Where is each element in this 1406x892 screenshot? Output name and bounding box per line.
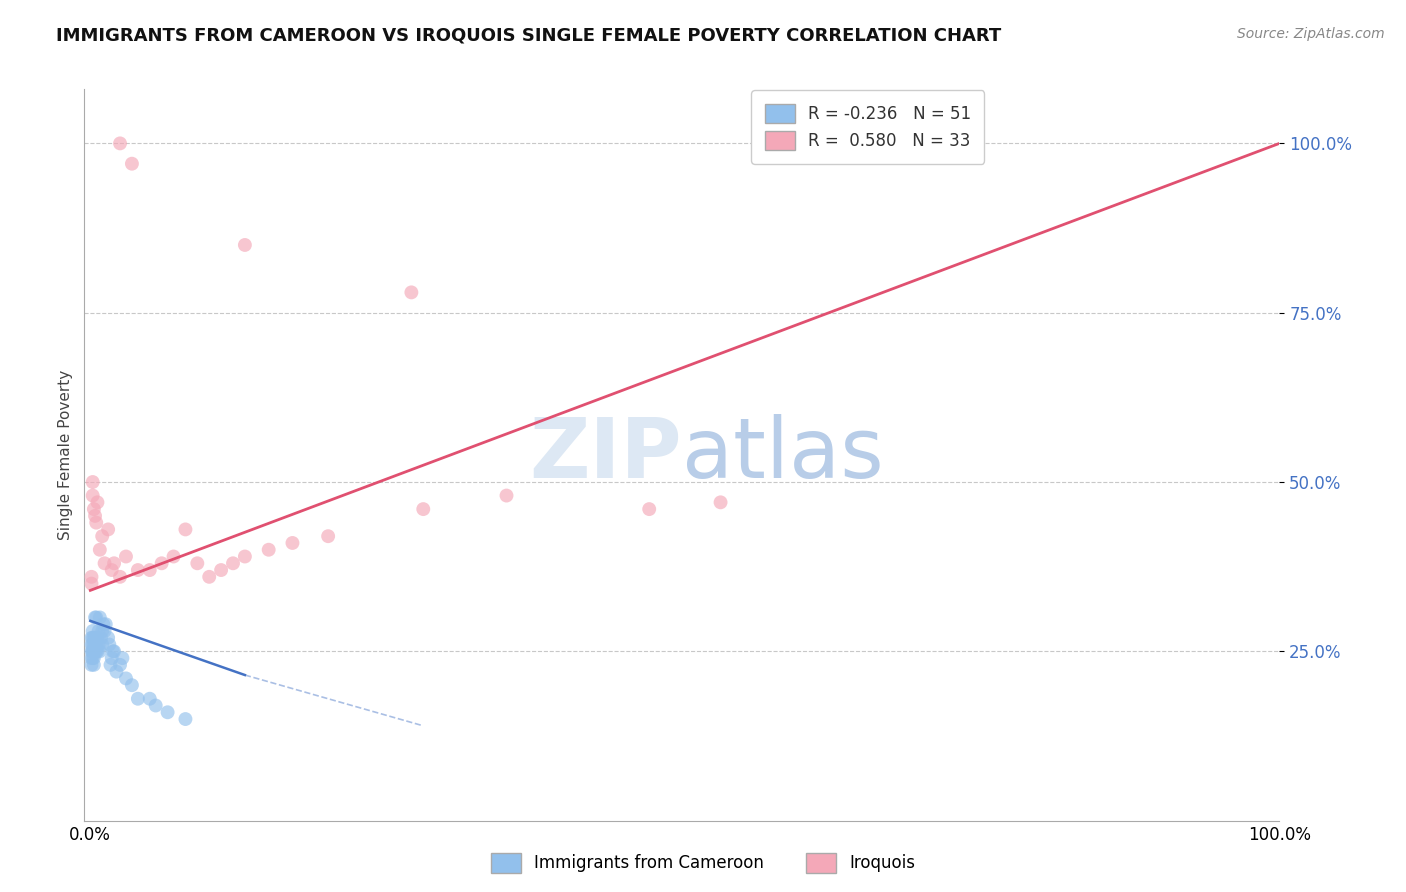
Point xyxy=(84,638,107,652)
Point xyxy=(108,570,131,584)
Point xyxy=(222,556,245,570)
Point xyxy=(82,475,104,489)
Point xyxy=(108,657,131,672)
Point xyxy=(82,644,104,658)
Point xyxy=(257,542,280,557)
Point xyxy=(162,549,184,564)
Point xyxy=(115,672,138,686)
Point xyxy=(93,624,115,638)
Point xyxy=(84,644,107,658)
Point xyxy=(83,631,105,645)
Point xyxy=(94,617,117,632)
Point xyxy=(84,610,107,624)
Point xyxy=(97,523,120,537)
Point xyxy=(233,238,256,252)
Point xyxy=(82,489,104,503)
Point xyxy=(82,638,104,652)
Point xyxy=(127,691,149,706)
Point xyxy=(80,631,103,645)
Point xyxy=(105,665,128,679)
Legend: R = -0.236   N = 51, R =  0.580   N = 33: R = -0.236 N = 51, R = 0.580 N = 33 xyxy=(751,90,984,164)
Point xyxy=(82,624,104,638)
Point xyxy=(115,549,138,564)
Point xyxy=(91,638,114,652)
Point xyxy=(401,285,423,300)
Point xyxy=(93,617,115,632)
Point xyxy=(80,651,103,665)
Point xyxy=(80,576,103,591)
Point xyxy=(93,556,115,570)
Point xyxy=(100,651,122,665)
Point xyxy=(100,657,122,672)
Point xyxy=(98,638,121,652)
Point xyxy=(91,624,114,638)
Point xyxy=(90,631,112,645)
Text: IMMIGRANTS FROM CAMEROON VS IROQUOIS SINGLE FEMALE POVERTY CORRELATION CHART: IMMIGRANTS FROM CAMEROON VS IROQUOIS SIN… xyxy=(56,27,1001,45)
Point xyxy=(80,570,103,584)
Point xyxy=(198,570,221,584)
Point xyxy=(83,502,105,516)
Point xyxy=(89,644,111,658)
Point xyxy=(80,638,103,652)
Point xyxy=(86,495,108,509)
Point xyxy=(174,712,197,726)
Point xyxy=(84,644,107,658)
Point xyxy=(121,157,143,171)
Point xyxy=(150,556,173,570)
Point xyxy=(111,651,134,665)
Point xyxy=(80,644,103,658)
Point xyxy=(281,536,304,550)
Point xyxy=(86,631,108,645)
Point xyxy=(709,495,731,509)
Y-axis label: Single Female Poverty: Single Female Poverty xyxy=(58,370,73,540)
Point xyxy=(87,624,110,638)
Point xyxy=(209,563,232,577)
Point xyxy=(108,136,131,151)
Text: Source: ZipAtlas.com: Source: ZipAtlas.com xyxy=(1237,27,1385,41)
Point xyxy=(97,631,120,645)
Point xyxy=(83,638,105,652)
Point xyxy=(84,638,107,652)
Point xyxy=(127,563,149,577)
Point xyxy=(103,644,125,658)
Point xyxy=(84,516,107,530)
Point xyxy=(84,610,107,624)
Point xyxy=(89,610,111,624)
Point xyxy=(87,638,110,652)
Point xyxy=(174,523,197,537)
Point xyxy=(82,631,104,645)
Point xyxy=(186,556,208,570)
Point xyxy=(103,556,125,570)
Point xyxy=(83,651,105,665)
Point xyxy=(83,657,105,672)
Point xyxy=(83,644,105,658)
Point xyxy=(100,563,122,577)
Point xyxy=(316,529,339,543)
Point xyxy=(495,489,517,503)
Point xyxy=(82,644,104,658)
Point xyxy=(80,657,103,672)
Text: atlas: atlas xyxy=(682,415,883,495)
Point xyxy=(82,651,104,665)
Point xyxy=(412,502,434,516)
Point xyxy=(121,678,143,692)
Legend: Immigrants from Cameroon, Iroquois: Immigrants from Cameroon, Iroquois xyxy=(484,847,922,880)
Point xyxy=(101,644,124,658)
Point xyxy=(233,549,256,564)
Point xyxy=(156,706,179,720)
Point xyxy=(139,563,162,577)
Point xyxy=(139,691,162,706)
Point xyxy=(86,644,108,658)
Point xyxy=(84,631,107,645)
Point xyxy=(91,529,114,543)
Point xyxy=(145,698,167,713)
Point xyxy=(84,508,107,523)
Point xyxy=(89,542,111,557)
Point xyxy=(638,502,661,516)
Text: ZIP: ZIP xyxy=(530,415,682,495)
